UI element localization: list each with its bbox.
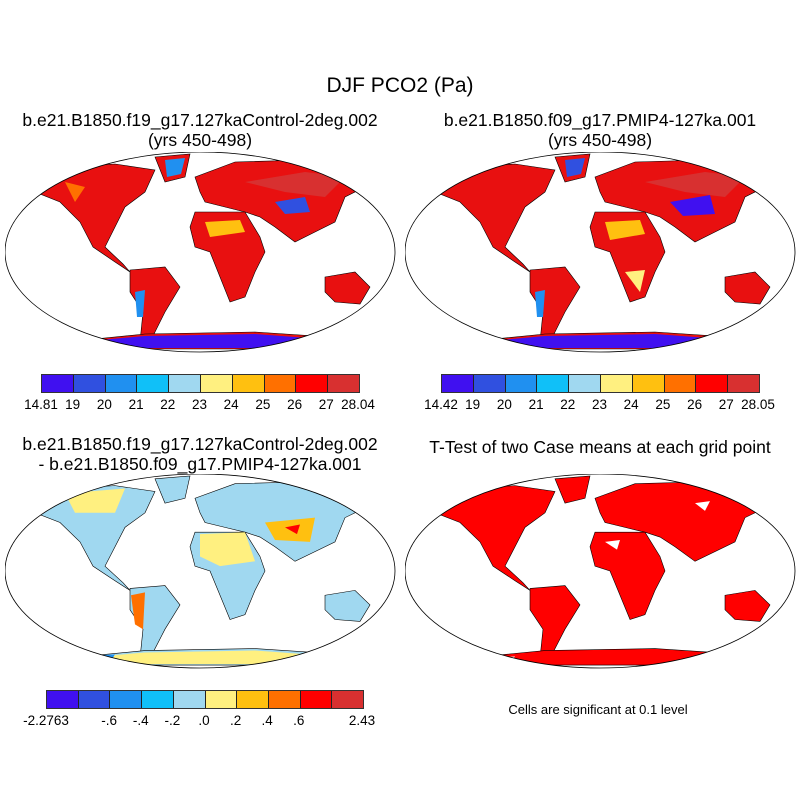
colorbar-tick-label: 19 [465, 397, 481, 412]
colorbar-swatch [105, 375, 138, 392]
colorbar-tick-label: 21 [128, 397, 144, 412]
colorbar-swatch [78, 691, 111, 708]
significance-note: Cells are significant at 0.1 level [508, 702, 688, 717]
colorbar-tick-label: -.4 [132, 713, 149, 728]
colorbar-swatch [110, 691, 143, 708]
panel4-title-line1: T-Test of two Case means at each grid po… [429, 437, 771, 457]
colorbar-swatch [142, 691, 174, 708]
colorbar-swatch [569, 375, 601, 392]
map-panel4-ttest [405, 474, 796, 669]
panel2-title-line2: (yrs 450-498) [547, 130, 653, 150]
colorbar-tick-label: 20 [96, 397, 112, 412]
colorbar-swatch [600, 375, 633, 392]
map-panel1 [5, 152, 396, 353]
colorbar-tick-label: 25 [255, 397, 271, 412]
colorbar-swatch [200, 375, 233, 392]
colorbar-swatch [332, 691, 364, 708]
colorbar-tick-label: 26 [687, 397, 703, 412]
panel3-title-line1: b.e21.B1850.f19_g17.127kaControl-2deg.00… [22, 434, 378, 454]
colorbar-tick-label: 23 [191, 397, 208, 412]
colorbar-tick-label: 28.04 [341, 397, 375, 412]
colorbar-tick-label: -.6 [101, 713, 118, 728]
map-panel3-difference [5, 474, 396, 669]
colorbar-panel3 [46, 690, 364, 709]
colorbar-swatch [537, 375, 570, 392]
colorbar-tick-label: 22 [160, 397, 176, 412]
panel1-title-line2: (yrs 450-498) [147, 130, 253, 150]
colorbar-swatch [696, 375, 729, 392]
colorbar-tick-label: 27 [318, 397, 334, 412]
colorbar-tick-label: 19 [65, 397, 81, 412]
colorbar-tick-label: 28.05 [741, 397, 775, 412]
colorbar-tick-label: .6 [293, 713, 305, 728]
colorbar-swatch [232, 375, 265, 392]
panel2-title-line1: b.e21.B1850.f09_g17.PMIP4-127ka.001 [443, 110, 757, 130]
colorbar-tick-label: 14.42 [424, 397, 458, 412]
colorbar-swatch [137, 375, 170, 392]
colorbar-swatch [505, 375, 538, 392]
colorbar-tick-label: 24 [623, 397, 639, 412]
colorbar-swatch [328, 375, 359, 392]
colorbar-swatch [73, 375, 106, 392]
panel1-title-line1: b.e21.B1850.f19_g17.127kaControl-2deg.00… [22, 110, 378, 130]
colorbar-swatch [47, 691, 79, 708]
colorbar-swatch [173, 691, 206, 708]
colorbar-tick-label: 27 [718, 397, 734, 412]
colorbar-tick-label: 23 [591, 397, 608, 412]
colorbar-tick-label: 22 [560, 397, 576, 412]
panel4-title: T-Test of two Case means at each grid po… [429, 437, 770, 457]
colorbar-tick-label: 14.81 [24, 397, 58, 412]
colorbar-panel2 [441, 374, 760, 393]
colorbar-swatch [300, 691, 333, 708]
panel1-title: b.e21.B1850.f19_g17.127kaControl-2deg.00… [22, 110, 377, 150]
colorbar-swatch [296, 375, 329, 392]
colorbar-swatch [442, 375, 474, 392]
colorbar-tick-label: -.2 [164, 713, 181, 728]
panel3-title: b.e21.B1850.f19_g17.127kaControl-2deg.00… [22, 434, 377, 474]
colorbar-tick-label: .4 [261, 713, 273, 728]
colorbar-tick-label: -2.2763 [23, 713, 69, 728]
colorbar-swatch [632, 375, 665, 392]
colorbar-tick-label: .2 [229, 713, 242, 728]
colorbar-swatch [205, 691, 238, 708]
colorbar-swatch [473, 375, 506, 392]
colorbar-tick-label: 21 [528, 397, 544, 412]
colorbar-swatch [664, 375, 697, 392]
map-panel2 [405, 152, 796, 353]
colorbar-swatch [268, 691, 301, 708]
colorbar-swatch [264, 375, 297, 392]
colorbar-tick-label: 24 [223, 397, 239, 412]
colorbar-swatch [169, 375, 201, 392]
colorbar-swatch [728, 375, 759, 392]
colorbar-tick-label: 25 [655, 397, 671, 412]
colorbar-tick-label: 26 [287, 397, 303, 412]
panel2-title: b.e21.B1850.f09_g17.PMIP4-127ka.001 (yrs… [444, 110, 756, 150]
figure-title: DJF PCO2 (Pa) [326, 74, 474, 97]
colorbar-panel1 [41, 374, 360, 393]
panel3-title-line2: - b.e21.B1850.f09_g17.PMIP4-127ka.001 [38, 454, 362, 474]
colorbar-tick-label: 2.43 [348, 713, 376, 728]
colorbar-tick-label: .0 [198, 713, 210, 728]
colorbar-tick-label: 20 [496, 397, 512, 412]
colorbar-swatch [42, 375, 74, 392]
colorbar-swatch [237, 691, 269, 708]
